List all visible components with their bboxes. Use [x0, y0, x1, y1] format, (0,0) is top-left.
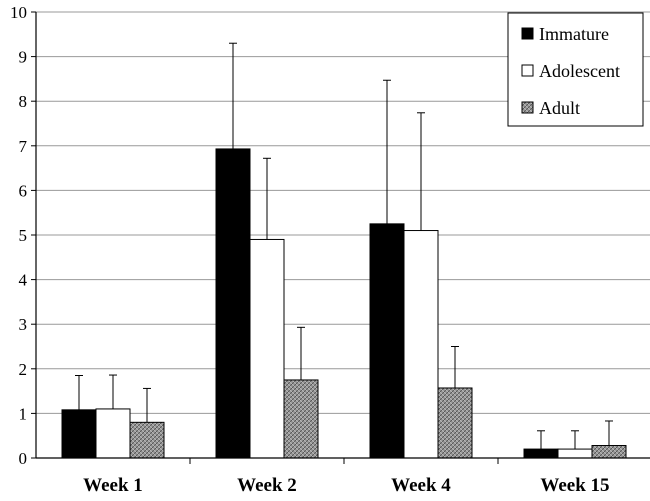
legend: Immature Adolescent Adult — [507, 12, 644, 127]
legend-label-adolescent: Adolescent — [539, 61, 620, 81]
bar-immature — [61, 409, 97, 459]
legend-swatch-adult — [521, 101, 534, 114]
y-tick-label: 1 — [19, 404, 28, 423]
y-tick-label: 3 — [19, 315, 28, 334]
y-tick-label: 9 — [19, 48, 28, 67]
bar-adult — [437, 387, 473, 459]
legend-swatch-immature — [521, 27, 534, 40]
legend-swatch-adolescent — [521, 64, 534, 77]
x-tick-label: Week 1 — [83, 475, 143, 496]
bar-adult — [591, 445, 627, 459]
bar-immature — [369, 223, 405, 459]
legend-label-immature: Immature — [539, 24, 609, 44]
y-tick-label: 5 — [19, 226, 28, 245]
bar-adolescent — [403, 230, 439, 459]
x-tick-label: Week 2 — [237, 475, 297, 496]
y-tick-label: 4 — [19, 271, 28, 290]
y-tick-label: 2 — [19, 360, 28, 379]
bar-immature — [523, 448, 559, 459]
y-tick-label: 10 — [10, 3, 27, 22]
y-tick-label: 8 — [19, 92, 28, 111]
y-tick-label: 6 — [19, 181, 28, 200]
bar-adult — [129, 421, 165, 459]
y-tick-label: 0 — [19, 449, 28, 468]
legend-label-adult: Adult — [539, 98, 580, 118]
x-tick-label: Week 15 — [540, 475, 609, 496]
bar-immature — [215, 148, 251, 459]
y-tick-label: 7 — [19, 137, 28, 156]
x-tick-label: Week 4 — [391, 475, 451, 496]
bar-adolescent — [95, 408, 131, 459]
bar-adult — [283, 379, 319, 459]
bar-adolescent — [557, 448, 593, 459]
bar-adolescent — [249, 238, 285, 459]
